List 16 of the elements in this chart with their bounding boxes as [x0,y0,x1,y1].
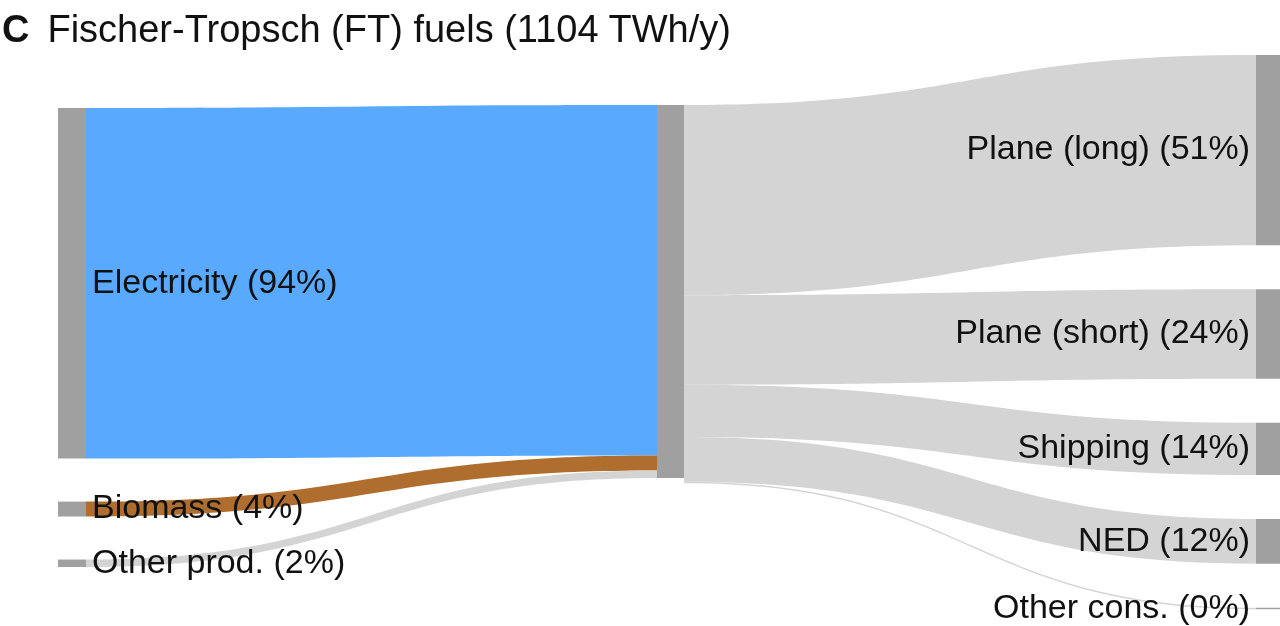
data-label: (94%) [246,261,338,300]
data-label: (24%) [1159,312,1251,351]
category-label: NED [1078,519,1150,558]
data-label: (14%) [1159,427,1251,466]
data-label: (51%) [1159,128,1251,167]
category-label: Plane (short) [955,312,1150,351]
data-label: (0%) [1178,586,1251,625]
category-label: Electricity [92,261,238,300]
category-label: Other cons. [993,586,1169,625]
category-label: Other prod. [92,541,264,580]
category-label: Shipping [1017,427,1150,466]
text: Fischer-Tropsch (FT) fuels (1104 TWh/y) [47,8,731,50]
text: C [2,8,30,50]
data-label: (12%) [1159,519,1251,558]
category-label: Plane (long) [966,128,1150,167]
data-label: (2%) [273,541,346,580]
